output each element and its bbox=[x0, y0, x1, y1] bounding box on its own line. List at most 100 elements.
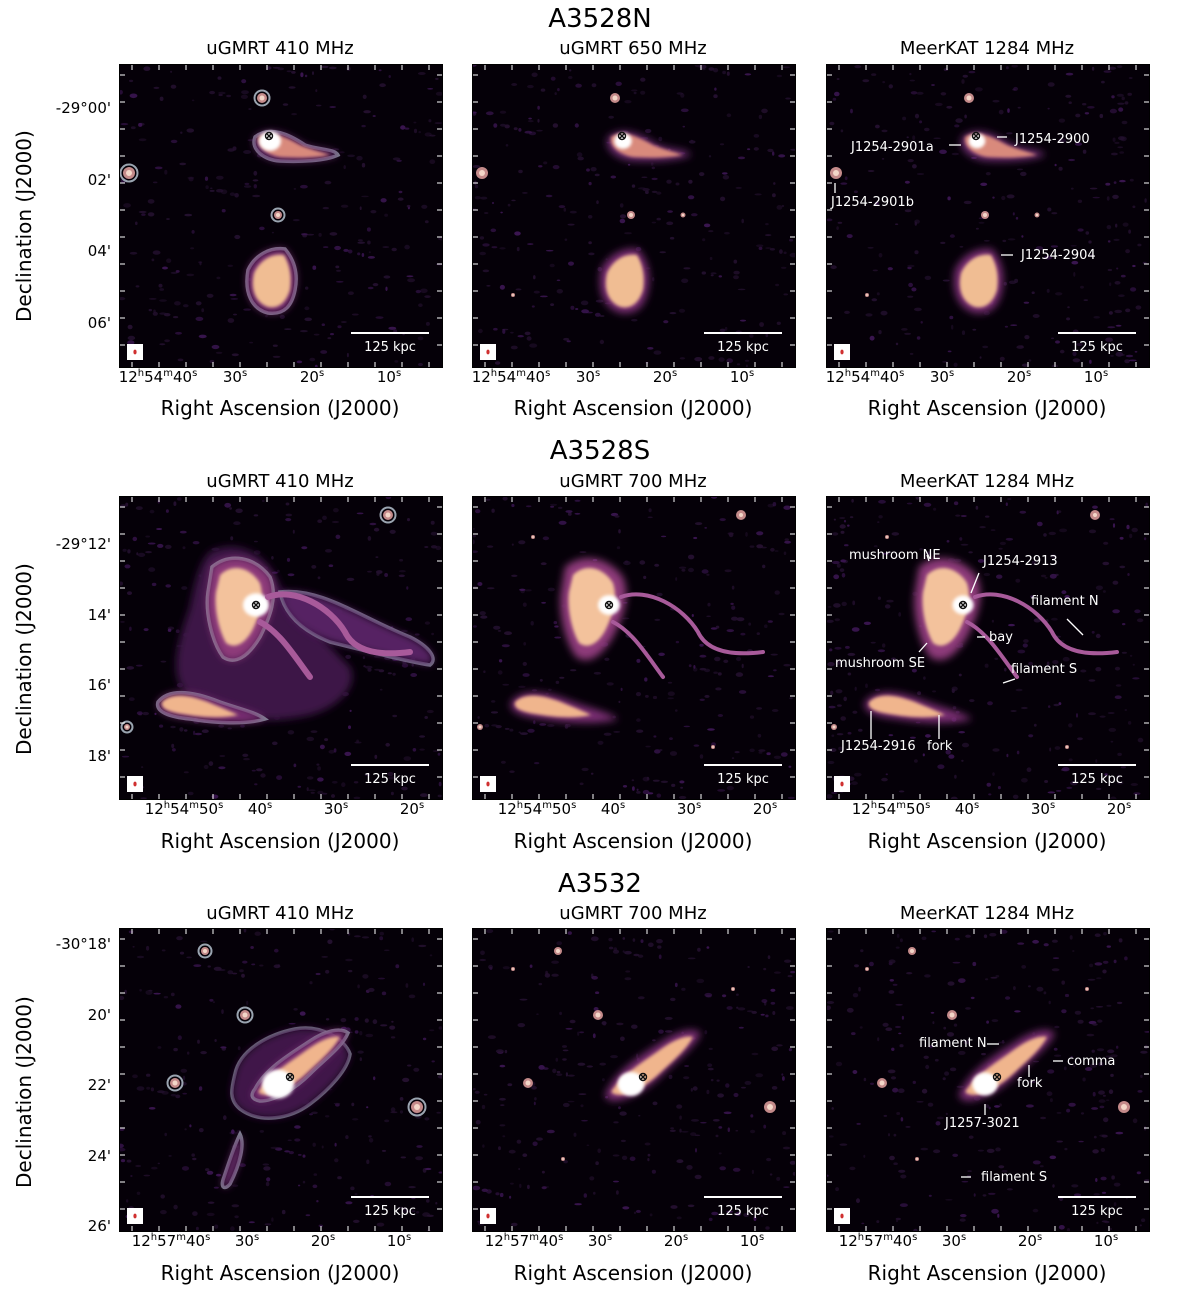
noise-speckle bbox=[727, 532, 734, 535]
noise-speckle bbox=[300, 184, 308, 189]
noise-speckle bbox=[1004, 325, 1008, 328]
noise-speckle bbox=[916, 91, 924, 95]
noise-speckle bbox=[577, 83, 580, 86]
noise-speckle bbox=[913, 1228, 918, 1231]
noise-speckle bbox=[738, 690, 747, 694]
noise-speckle bbox=[376, 572, 380, 576]
noise-speckle bbox=[1093, 1193, 1100, 1196]
noise-speckle bbox=[241, 973, 245, 978]
noise-speckle bbox=[296, 360, 303, 364]
noise-speckle bbox=[898, 1032, 902, 1035]
noise-speckle bbox=[1008, 623, 1015, 627]
noise-speckle bbox=[517, 1023, 526, 1028]
point-source-contour bbox=[379, 506, 397, 524]
noise-speckle bbox=[877, 521, 880, 523]
noise-speckle bbox=[316, 763, 320, 766]
noise-speckle bbox=[253, 550, 261, 555]
noise-speckle bbox=[357, 984, 360, 989]
noise-speckle bbox=[762, 564, 766, 569]
noise-speckle bbox=[1072, 358, 1081, 363]
noise-speckle bbox=[863, 621, 871, 625]
noise-speckle bbox=[681, 1130, 689, 1133]
point-source-core bbox=[1086, 988, 1088, 990]
noise-speckle bbox=[120, 1143, 124, 1148]
noise-speckle bbox=[401, 1209, 410, 1213]
noise-speckle bbox=[1135, 305, 1142, 310]
noise-speckle bbox=[422, 1037, 427, 1041]
noise-speckle bbox=[610, 1055, 618, 1059]
noise-speckle bbox=[972, 961, 977, 967]
noise-speckle bbox=[1050, 337, 1055, 340]
noise-speckle bbox=[931, 84, 935, 86]
noise-speckle bbox=[311, 565, 317, 569]
noise-speckle bbox=[159, 96, 164, 101]
noise-speckle bbox=[874, 201, 879, 206]
noise-speckle bbox=[743, 1213, 750, 1217]
noise-speckle bbox=[699, 654, 707, 658]
emission-shape bbox=[568, 568, 616, 646]
noise-speckle bbox=[719, 518, 726, 522]
noise-speckle bbox=[631, 318, 638, 322]
noise-speckle bbox=[170, 271, 178, 274]
noise-speckle bbox=[877, 649, 886, 653]
noise-speckle bbox=[652, 1039, 656, 1042]
noise-speckle bbox=[231, 1204, 240, 1208]
noise-speckle bbox=[648, 508, 652, 513]
noise-speckle bbox=[683, 1076, 690, 1080]
noise-speckle bbox=[229, 192, 235, 196]
noise-speckle bbox=[1102, 960, 1109, 964]
noise-speckle bbox=[431, 632, 434, 636]
noise-speckle bbox=[1091, 1049, 1095, 1053]
noise-speckle bbox=[549, 503, 558, 506]
noise-speckle bbox=[477, 582, 483, 586]
noise-speckle bbox=[713, 94, 718, 99]
noise-speckle bbox=[654, 749, 661, 754]
noise-speckle bbox=[554, 636, 562, 639]
noise-speckle bbox=[430, 520, 435, 525]
radio-image: 125 kpcJ1254-2901aJ1254-2900J1254-2901bJ… bbox=[827, 65, 1149, 367]
panel-title: uGMRT 650 MHz bbox=[559, 38, 707, 59]
noise-speckle bbox=[849, 516, 854, 519]
noise-speckle bbox=[909, 352, 914, 355]
noise-speckle bbox=[947, 196, 951, 201]
noise-speckle bbox=[297, 1184, 301, 1187]
annotation-label: J1254-2900 bbox=[1014, 132, 1090, 147]
noise-speckle bbox=[367, 256, 375, 259]
noise-speckle bbox=[667, 697, 674, 700]
noise-speckle bbox=[536, 129, 543, 132]
noise-speckle bbox=[1124, 709, 1128, 711]
noise-speckle bbox=[388, 776, 396, 780]
noise-speckle bbox=[533, 275, 536, 280]
noise-speckle bbox=[846, 234, 853, 239]
noise-speckle bbox=[157, 543, 164, 548]
panel-title: MeerKAT 1284 MHz bbox=[899, 38, 1075, 59]
noise-speckle bbox=[972, 328, 977, 331]
noise-speckle bbox=[586, 1065, 593, 1068]
noise-speckle bbox=[216, 188, 224, 193]
noise-speckle bbox=[627, 163, 631, 166]
noise-speckle bbox=[581, 767, 589, 772]
noise-speckle bbox=[312, 1142, 316, 1147]
noise-speckle bbox=[260, 773, 266, 778]
noise-speckle bbox=[481, 1188, 488, 1192]
noise-speckle bbox=[737, 1007, 746, 1011]
noise-speckle bbox=[312, 265, 317, 270]
noise-speckle bbox=[232, 1184, 239, 1187]
noise-speckle bbox=[561, 1229, 565, 1231]
noise-speckle bbox=[132, 536, 138, 542]
noise-speckle bbox=[960, 543, 969, 546]
noise-speckle bbox=[567, 931, 572, 935]
annotation-label: J1254-2913 bbox=[982, 554, 1058, 569]
noise-speckle bbox=[1132, 677, 1140, 680]
noise-speckle bbox=[1116, 93, 1124, 97]
noise-speckle bbox=[738, 1026, 744, 1029]
noise-speckle bbox=[967, 1174, 971, 1177]
noise-speckle bbox=[545, 970, 548, 975]
noise-speckle bbox=[882, 643, 886, 648]
noise-speckle bbox=[604, 657, 610, 661]
noise-speckle bbox=[574, 123, 579, 128]
noise-speckle bbox=[909, 79, 915, 82]
noise-speckle bbox=[780, 266, 787, 269]
noise-speckle bbox=[516, 246, 520, 252]
noise-speckle bbox=[198, 261, 203, 264]
